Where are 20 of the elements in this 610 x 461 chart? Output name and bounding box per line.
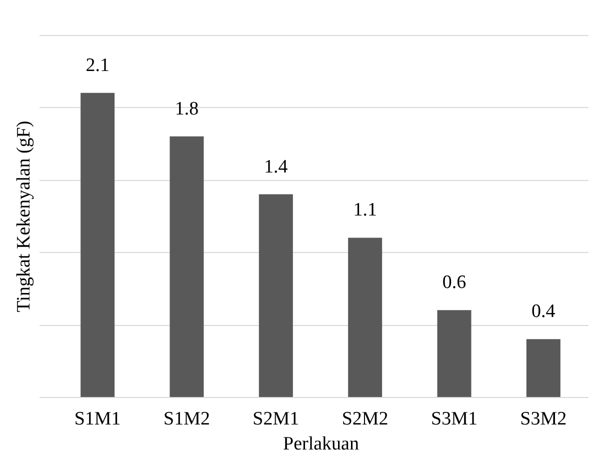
data-label: 1.1 <box>353 200 377 221</box>
bar <box>437 310 472 397</box>
x-axis-title: Perlakuan <box>283 434 360 454</box>
y-axis-title: Tingkat Kekenyalan (gF) <box>14 120 34 312</box>
x-tick-label: S2M2 <box>342 408 388 430</box>
data-label: 0.4 <box>532 301 556 322</box>
bar <box>526 339 560 397</box>
bar <box>258 194 293 397</box>
x-tick-label: S3M1 <box>431 408 478 430</box>
x-tick-label: S3M2 <box>520 408 567 430</box>
x-tick-label: S1M1 <box>74 408 121 430</box>
bar <box>170 136 204 397</box>
x-tick-label: S2M1 <box>252 408 300 430</box>
data-label: 1.8 <box>174 98 199 120</box>
bar <box>348 238 382 397</box>
data-label: 1.4 <box>264 156 288 178</box>
data-label: 0.6 <box>442 272 466 294</box>
data-label: 2.1 <box>86 54 110 76</box>
x-tick-label: S1M2 <box>164 408 210 430</box>
bar <box>80 92 115 397</box>
